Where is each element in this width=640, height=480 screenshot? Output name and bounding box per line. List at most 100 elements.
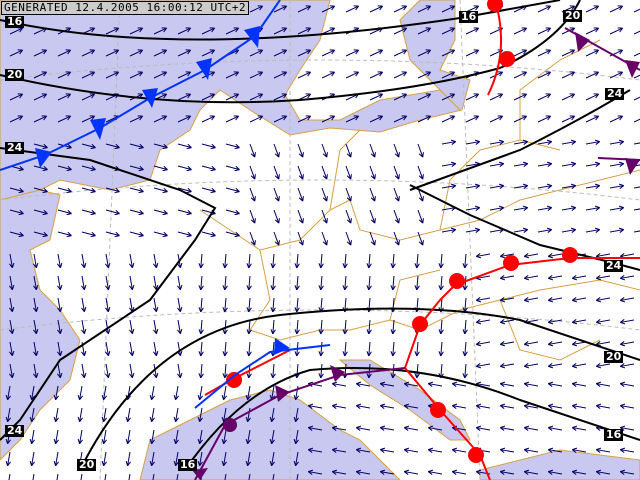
wind-arrow — [225, 115, 240, 123]
wind-arrow — [499, 381, 515, 387]
wind-arrow — [438, 253, 444, 269]
wind-arrow — [462, 341, 468, 357]
wind-arrow — [595, 381, 611, 387]
isobar-label: 24 — [5, 141, 25, 154]
wind-arrow — [129, 253, 135, 269]
wind-arrow — [293, 451, 299, 467]
wind-arrow — [475, 363, 491, 369]
wind-arrow — [9, 253, 15, 269]
wind-arrow — [57, 49, 72, 57]
wind-arrow — [390, 275, 396, 291]
wind-arrow — [5, 407, 11, 423]
wind-arrow — [33, 115, 48, 123]
wind-arrow — [489, 205, 505, 211]
wind-arrow — [153, 71, 168, 79]
wind-arrow — [345, 5, 360, 13]
wind-arrow — [345, 143, 352, 158]
wind-arrow — [105, 27, 120, 35]
wind-arrow — [331, 447, 347, 453]
wind-arrow — [499, 275, 515, 281]
wind-arrow — [619, 363, 635, 369]
wind-arrow — [197, 385, 203, 401]
wind-arrow — [81, 165, 96, 172]
wind-arrow — [609, 71, 624, 79]
wind-arrow — [57, 275, 63, 291]
wind-arrow — [33, 71, 48, 79]
wind-arrow — [331, 403, 347, 409]
wind-arrow — [561, 71, 576, 79]
wind-arrow — [307, 469, 323, 475]
isobar-label: 20 — [77, 458, 97, 471]
isobar-label: 20 — [5, 68, 25, 81]
wind-arrow — [393, 5, 408, 13]
wind-arrow — [499, 363, 515, 369]
wind-arrow — [571, 425, 587, 431]
wind-arrow — [475, 403, 491, 409]
wind-arrow — [321, 115, 336, 123]
wind-arrow — [318, 275, 324, 291]
wind-arrow — [249, 93, 264, 101]
isobar-16-north — [0, 0, 561, 41]
isobar-20-south — [79, 307, 640, 471]
wind-arrow — [523, 297, 539, 303]
isobar-20-north — [0, 0, 581, 104]
wind-arrow — [321, 209, 328, 224]
wind-arrow — [248, 473, 251, 480]
wind-arrow — [81, 143, 96, 150]
wind-arrow — [129, 275, 135, 291]
wind-arrow — [273, 27, 288, 35]
wind-arrow — [149, 451, 155, 467]
wind-arrow — [537, 161, 553, 167]
wind-arrow — [619, 341, 635, 347]
wind-arrow — [246, 341, 252, 357]
wind-arrow — [417, 49, 432, 57]
wind-arrow — [571, 319, 587, 325]
wind-arrow — [177, 297, 183, 313]
wind-arrow — [149, 407, 155, 423]
wind-arrow — [393, 209, 400, 224]
wind-arrow — [465, 227, 481, 233]
wind-arrow — [198, 341, 204, 357]
wind-arrow — [149, 385, 155, 401]
wind-arrow — [537, 49, 552, 57]
wind-arrow — [390, 363, 396, 379]
wind-arrow — [462, 319, 468, 335]
wind-arrow — [197, 451, 203, 467]
wind-arrow — [379, 381, 395, 387]
isobar-label: 16 — [459, 10, 479, 23]
wind-arrow — [105, 253, 111, 269]
wind-arrow — [465, 27, 480, 35]
wind-arrow — [149, 429, 155, 445]
mediterranean — [139, 389, 401, 480]
wind-arrow — [297, 165, 304, 180]
wind-arrow — [318, 253, 324, 269]
wind-arrow — [393, 71, 408, 79]
wind-arrow — [273, 115, 288, 123]
wind-arrow — [177, 165, 192, 172]
wind-arrow — [224, 473, 227, 480]
wind-arrow — [81, 49, 96, 57]
wind-arrow — [177, 49, 192, 57]
wind-arrow — [393, 143, 400, 158]
wind-arrow — [537, 93, 552, 101]
wind-arrow — [81, 71, 96, 79]
wind-arrow — [5, 451, 11, 467]
wind-arrow — [105, 341, 111, 357]
wind-arrow — [390, 253, 396, 269]
wind-arrow — [379, 425, 395, 431]
wind-arrow — [537, 227, 553, 233]
wind-arrow — [585, 161, 601, 167]
wind-arrow — [33, 49, 48, 57]
wind-arrow — [462, 363, 468, 379]
wind-arrow — [355, 403, 371, 409]
wind-arrow — [81, 319, 87, 335]
wind-arrow — [173, 407, 179, 423]
wind-arrow — [342, 275, 348, 291]
wind-arrow — [249, 165, 256, 180]
wind-arrow — [465, 49, 480, 57]
wind-arrow — [81, 209, 96, 216]
isobar-label: 16 — [604, 428, 624, 441]
wind-arrow — [537, 139, 553, 145]
wind-arrow — [9, 319, 15, 335]
